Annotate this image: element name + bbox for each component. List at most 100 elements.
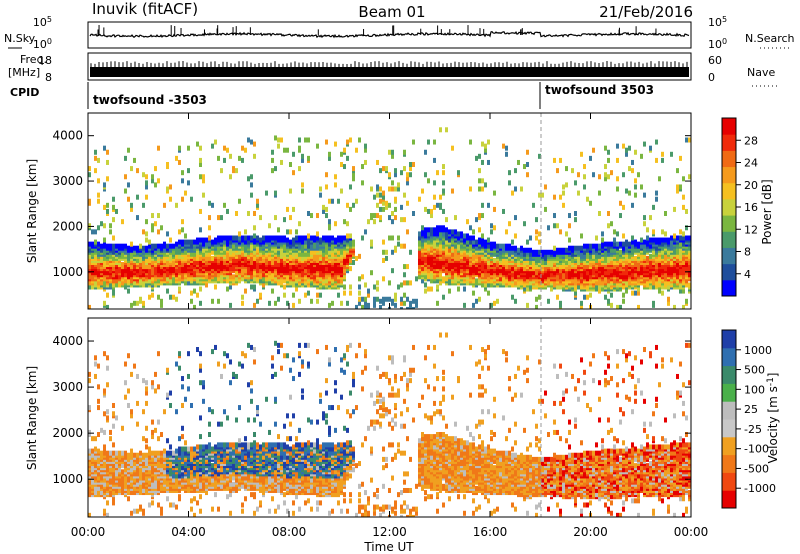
power-cell xyxy=(187,168,190,174)
power-cell xyxy=(457,243,460,249)
power-cell xyxy=(376,280,379,286)
power-cell xyxy=(676,262,679,268)
power-cell xyxy=(241,276,244,282)
power-cell xyxy=(250,284,253,290)
power-cell xyxy=(604,241,607,247)
power-cell xyxy=(142,300,145,306)
power-cell xyxy=(346,221,349,227)
power-cell xyxy=(433,227,436,233)
power-cell xyxy=(373,302,376,308)
velocity-cell xyxy=(106,467,109,473)
power-cell xyxy=(121,219,124,225)
power-cell xyxy=(145,219,148,225)
power-cell xyxy=(274,135,277,141)
velocity-cell xyxy=(94,373,97,379)
power-cell xyxy=(184,233,187,239)
power-cell xyxy=(433,157,436,163)
power-cell xyxy=(616,231,619,237)
power-cell xyxy=(172,294,175,300)
power-cell xyxy=(331,300,334,306)
power-cell xyxy=(385,249,388,255)
power-cell xyxy=(625,270,628,276)
power-cell xyxy=(343,268,346,274)
power-cell xyxy=(304,292,307,298)
power-cell xyxy=(646,255,649,261)
power-cell xyxy=(628,241,631,247)
power-cell xyxy=(349,284,352,290)
power-cell xyxy=(424,172,427,178)
power-cell xyxy=(211,143,214,149)
power-cell xyxy=(682,204,685,210)
power-heatmap xyxy=(88,127,691,309)
power-cell xyxy=(139,296,142,302)
power-cell xyxy=(235,235,238,241)
power-cell xyxy=(142,229,145,235)
power-cell xyxy=(625,260,628,265)
power-cell xyxy=(175,202,178,208)
power-cell xyxy=(511,266,514,272)
power-cell xyxy=(685,225,688,231)
power-cell xyxy=(190,298,193,304)
power-cell xyxy=(607,149,610,155)
power-cell xyxy=(361,180,364,186)
power-cell xyxy=(394,302,397,308)
power-cell xyxy=(511,294,514,300)
power-cell xyxy=(139,262,142,268)
power-cell xyxy=(559,157,562,163)
power-cell xyxy=(349,137,352,143)
power-cell xyxy=(316,253,319,259)
power-cell xyxy=(322,235,325,241)
power-cell xyxy=(154,182,157,188)
power-cell xyxy=(550,249,553,255)
power-cell xyxy=(109,243,112,249)
power-cell xyxy=(325,172,328,178)
power-cell xyxy=(217,298,220,304)
power-cell xyxy=(301,255,304,261)
power-cell xyxy=(604,176,607,182)
power-cell xyxy=(481,141,484,147)
power-cell xyxy=(406,306,409,309)
power-cell xyxy=(685,268,688,274)
power-cell xyxy=(148,294,151,300)
power-cell xyxy=(277,137,280,143)
nsearch-tick-bottom: 100 xyxy=(708,37,727,51)
power-cell xyxy=(553,249,556,255)
power-cell xyxy=(151,276,154,282)
power-cell xyxy=(130,245,133,251)
power-cell xyxy=(187,239,190,245)
power-cell xyxy=(343,164,346,170)
power-cell xyxy=(370,239,373,245)
power-cell xyxy=(292,170,295,176)
power-cell xyxy=(535,249,538,255)
power-cell xyxy=(529,235,532,241)
power-cell xyxy=(505,243,508,249)
power-cell xyxy=(448,229,451,235)
velocity-cell xyxy=(88,512,91,517)
power-cell xyxy=(625,147,628,153)
power-cell xyxy=(412,298,415,304)
power-cell xyxy=(310,249,313,255)
power-cell xyxy=(163,202,166,208)
power-cell xyxy=(178,239,181,245)
power-cell xyxy=(88,198,91,204)
power-cell xyxy=(394,168,397,174)
power-cell xyxy=(556,268,559,274)
power-cell xyxy=(103,182,106,188)
power-cell xyxy=(262,276,265,282)
velocity-cell xyxy=(103,351,106,357)
nave-label: Nave xyxy=(747,66,775,79)
power-cell xyxy=(487,276,490,282)
power-cell xyxy=(637,172,640,178)
power-cell xyxy=(448,247,451,253)
power-cell xyxy=(658,288,661,294)
power-cell xyxy=(124,243,127,249)
power-cell xyxy=(94,168,97,174)
power-cell xyxy=(316,235,319,241)
power-cell xyxy=(313,235,316,241)
power-cell xyxy=(622,204,625,210)
power-cell xyxy=(679,288,682,294)
power-cell xyxy=(403,217,406,223)
power-cell xyxy=(598,190,601,196)
power-cell xyxy=(424,206,427,212)
power-cell xyxy=(283,235,286,241)
